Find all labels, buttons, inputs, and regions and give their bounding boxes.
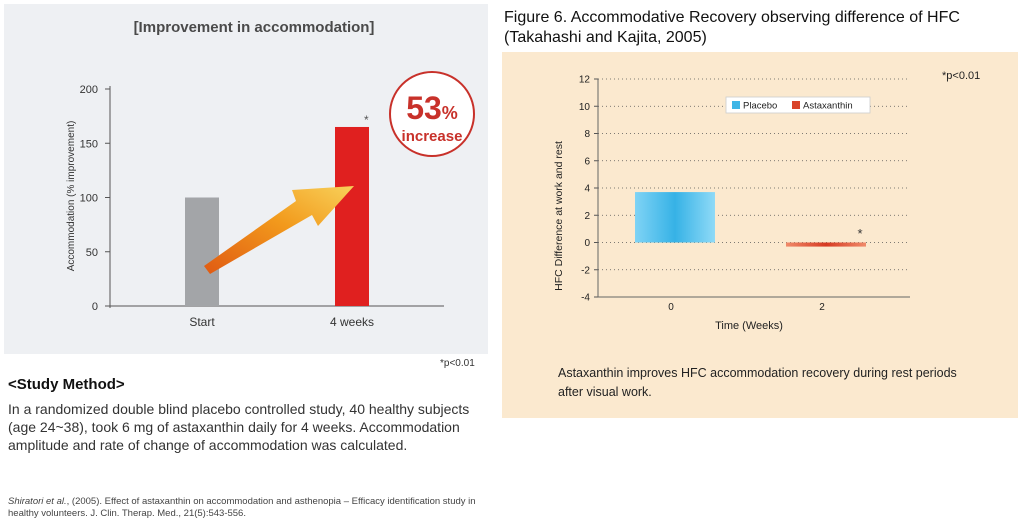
y-tick-label: 2 bbox=[584, 211, 590, 222]
y-tick-label: 150 bbox=[80, 138, 98, 150]
citation: Shiratori et al., (2005). Effect of asta… bbox=[8, 496, 488, 520]
accommodation-bar-chart: [Improvement in accommodation] Accommoda… bbox=[66, 19, 475, 329]
hfc-bar-chart: *p<0.01 HFC Difference at work and rest … bbox=[553, 70, 980, 332]
bar-placebo-week-0 bbox=[635, 192, 715, 243]
legend-swatch bbox=[732, 101, 740, 109]
y-tick-label: 0 bbox=[92, 301, 98, 313]
left-footnote: *p<0.01 bbox=[440, 358, 475, 369]
study-method-heading: <Study Method> bbox=[8, 376, 125, 393]
citation-details: , (2005). Effect of astaxanthin on accom… bbox=[8, 496, 476, 519]
y-tick-label: 12 bbox=[579, 75, 591, 86]
legend-label: Astaxanthin bbox=[803, 101, 853, 112]
badge-circle bbox=[389, 71, 475, 157]
figure-caption: Astaxanthin improves HFC accommodation r… bbox=[558, 366, 957, 399]
legend-label: Placebo bbox=[743, 101, 777, 112]
significance-marker: * bbox=[364, 113, 369, 127]
significance-marker: * bbox=[857, 226, 862, 241]
svg-text:53%: 53% bbox=[406, 90, 458, 126]
increase-arrow bbox=[204, 186, 354, 274]
legend: Placebo Astaxanthin bbox=[725, 96, 871, 114]
x-axis-label: Time (Weeks) bbox=[715, 320, 783, 332]
badge-value: 53 bbox=[406, 90, 442, 126]
study-method-text: In a randomized double blind placebo con… bbox=[8, 401, 470, 453]
y-tick-label: 100 bbox=[80, 193, 98, 205]
y-tick-label: 8 bbox=[584, 129, 590, 140]
x-tick-label: Start bbox=[189, 315, 215, 329]
x-tick-label: 4 weeks bbox=[330, 315, 374, 329]
y-tick-label: 4 bbox=[584, 184, 590, 195]
increase-badge: 53% increase bbox=[389, 71, 475, 157]
y-axis-label: HFC Difference at work and rest bbox=[553, 141, 565, 291]
x-tick-label: 0 bbox=[668, 302, 674, 313]
x-tick-label: 2 bbox=[819, 302, 825, 313]
chart-title: [Improvement in accommodation] bbox=[134, 19, 375, 36]
bar-astaxanthin-week-2 bbox=[786, 242, 866, 247]
bar-4-weeks bbox=[335, 126, 369, 306]
y-tick-label: 0 bbox=[584, 238, 590, 249]
badge-unit: % bbox=[442, 103, 458, 123]
left-chart-panel: [Improvement in accommodation] Accommoda… bbox=[4, 4, 488, 354]
badge-word: increase bbox=[402, 128, 463, 145]
y-tick-label: -4 bbox=[581, 293, 590, 304]
y-axis-label: Accommodation (% improvement) bbox=[66, 121, 77, 272]
citation-author: Shiratori et al. bbox=[8, 496, 67, 507]
y-tick-label: 10 bbox=[579, 102, 591, 113]
bar-start bbox=[185, 197, 219, 306]
y-tick-label: 6 bbox=[584, 156, 590, 167]
y-tick-label: 50 bbox=[86, 247, 98, 259]
right-chart-panel: *p<0.01 HFC Difference at work and rest … bbox=[502, 52, 1018, 418]
y-tick-label: 200 bbox=[80, 84, 98, 96]
y-tick-label: -2 bbox=[581, 265, 590, 276]
right-footnote: *p<0.01 bbox=[942, 70, 980, 82]
figure-title: Figure 6. Accommodative Recovery observi… bbox=[504, 9, 960, 46]
legend-swatch bbox=[792, 101, 800, 109]
